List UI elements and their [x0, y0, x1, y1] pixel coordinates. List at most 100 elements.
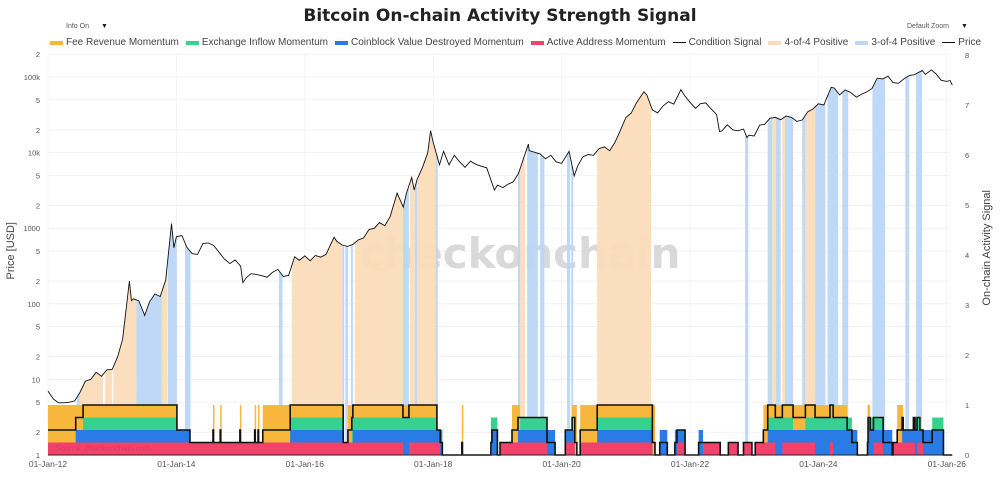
- three-of-four-region: [916, 70, 922, 455]
- price-line: [47, 69, 953, 404]
- x-tick-label: 01-Jan-26: [928, 459, 967, 469]
- legend-item-three-of-four[interactable]: 3-of-4 Positive: [855, 37, 935, 48]
- zoom-dropdown[interactable]: Default Zoom ▼: [907, 23, 968, 30]
- three-of-four-region: [567, 151, 571, 456]
- active-momentum-band: [500, 442, 548, 455]
- four-of-four-region: [805, 107, 816, 455]
- three-of-four-region: [571, 161, 574, 455]
- y-axis-title: Price [USD]: [5, 222, 17, 280]
- y-tick-label: 100k: [24, 73, 41, 82]
- three-of-four-region: [350, 244, 353, 455]
- legend-swatch: [335, 40, 349, 45]
- active-momentum-band: [873, 442, 884, 455]
- y2-tick-label: 0: [965, 451, 969, 460]
- caret-down-icon: ▼: [961, 23, 968, 30]
- three-of-four-region: [784, 116, 794, 455]
- three-of-four-region: [802, 115, 806, 456]
- four-of-four-region: [520, 154, 526, 455]
- legend-label: Active Address Momentum: [546, 37, 666, 48]
- active-momentum-band: [755, 442, 776, 455]
- y-tick-label: 1000: [23, 224, 40, 233]
- gridlines: [47, 53, 950, 456]
- legend-item-price[interactable]: Price: [942, 37, 981, 48]
- active-momentum-band: [917, 442, 924, 455]
- legend-swatch: [855, 40, 869, 45]
- y-tick-label: 2: [36, 353, 40, 362]
- y2-tick-label: 4: [965, 251, 969, 260]
- legend-label: Exchange Inflow Momentum: [201, 37, 329, 48]
- legend-item-fee[interactable]: Fee Revenue Momentum: [50, 37, 179, 48]
- y2-tick-label: 1: [965, 401, 969, 410]
- y-tick-label: 100: [27, 300, 40, 309]
- four-of-four-region: [354, 193, 403, 455]
- three-of-four-region: [842, 89, 849, 456]
- y-tick-label: 2: [36, 126, 40, 135]
- legend-label: Condition Signal: [688, 37, 762, 48]
- legend-swatch: [942, 42, 956, 43]
- legend-swatch: [530, 40, 544, 45]
- source-label: Source: checkonchain.com: [55, 444, 151, 453]
- legend-label: Price: [958, 37, 982, 48]
- y-tick-label: 5: [36, 96, 40, 105]
- info-label: Info On: [66, 23, 89, 30]
- positive-regions: [76, 70, 922, 456]
- three-of-four-region: [402, 185, 409, 455]
- three-of-four-region: [414, 179, 418, 455]
- four-of-four-region: [597, 91, 652, 455]
- three-of-four-region: [167, 223, 177, 455]
- legend-swatch: [50, 40, 63, 45]
- three-of-four-region: [185, 243, 191, 455]
- y-tick-label: 2: [36, 50, 40, 59]
- legend-label: Fee Revenue Momentum: [66, 37, 179, 48]
- legend-label: 4-of-4 Positive: [784, 37, 849, 48]
- legend-swatch: [672, 41, 686, 44]
- active-momentum-band: [565, 442, 575, 455]
- y-tick-label: 5: [36, 398, 40, 407]
- active-momentum-band: [48, 442, 403, 455]
- four-of-four-region: [772, 117, 776, 456]
- three-of-four-region: [905, 75, 910, 455]
- active-momentum-band: [892, 442, 915, 455]
- zoom-label: Default Zoom: [907, 23, 950, 30]
- y2-tick-label: 7: [965, 101, 969, 110]
- four-of-four-region: [782, 116, 785, 455]
- y-tick-label: 2: [36, 201, 40, 210]
- cvdd-momentum-band: [491, 430, 498, 455]
- three-of-four-region: [827, 87, 839, 456]
- y2-tick-label: 8: [965, 51, 969, 60]
- active-momentum-band: [408, 442, 441, 455]
- y-tick-label: 2: [36, 428, 40, 437]
- y-tick-label: 10k: [28, 149, 40, 158]
- three-of-four-region: [872, 77, 886, 455]
- y-tick-label: 5: [36, 323, 40, 332]
- axes: 1 2 5 10 2 5 100 2 5 1000 2 5 10k 2 5 100k 2 0 1 2 3 4 5 6 7 8 01-…: [23, 50, 969, 469]
- y2-axis-title: On-chain Activity Signal: [981, 190, 993, 306]
- y-tick-label: 10: [32, 375, 40, 384]
- x-tick-label: 01-Jan-22: [671, 459, 710, 469]
- legend-item-cvdd[interactable]: Coinblock Value Destroyed Momentum: [335, 37, 524, 48]
- three-of-four-region: [767, 117, 773, 456]
- legend-item-four-of-four[interactable]: 4-of-4 Positive: [768, 37, 848, 48]
- x-tick-label: 01-Jan-18: [414, 459, 453, 469]
- three-of-four-region: [540, 153, 545, 455]
- legend-item-active[interactable]: Active Address Momentum: [530, 37, 666, 48]
- y2-tick-label: 5: [965, 201, 969, 210]
- three-of-four-region: [435, 151, 438, 456]
- active-momentum-band: [728, 442, 739, 455]
- three-of-four-region: [745, 132, 749, 455]
- y-tick-label: 5: [36, 247, 40, 256]
- x-tick-label: 01-Jan-14: [157, 459, 196, 469]
- active-momentum-band: [782, 442, 816, 455]
- three-of-four-region: [345, 245, 348, 455]
- info-dropdown[interactable]: Info On ▼: [66, 23, 108, 30]
- chart-title: Bitcoin On-chain Activity Strength Signa…: [303, 6, 697, 26]
- three-of-four-region: [342, 245, 345, 455]
- x-tick-label: 01-Jan-24: [799, 459, 838, 469]
- x-tick-label: 01-Jan-16: [286, 459, 325, 469]
- active-momentum-band: [743, 442, 752, 455]
- legend-item-exchange[interactable]: Exchange Inflow Momentum: [185, 37, 329, 48]
- legend-swatch: [768, 40, 782, 45]
- legend-item-condition[interactable]: Condition Signal: [672, 37, 762, 48]
- active-momentum-band: [703, 442, 721, 455]
